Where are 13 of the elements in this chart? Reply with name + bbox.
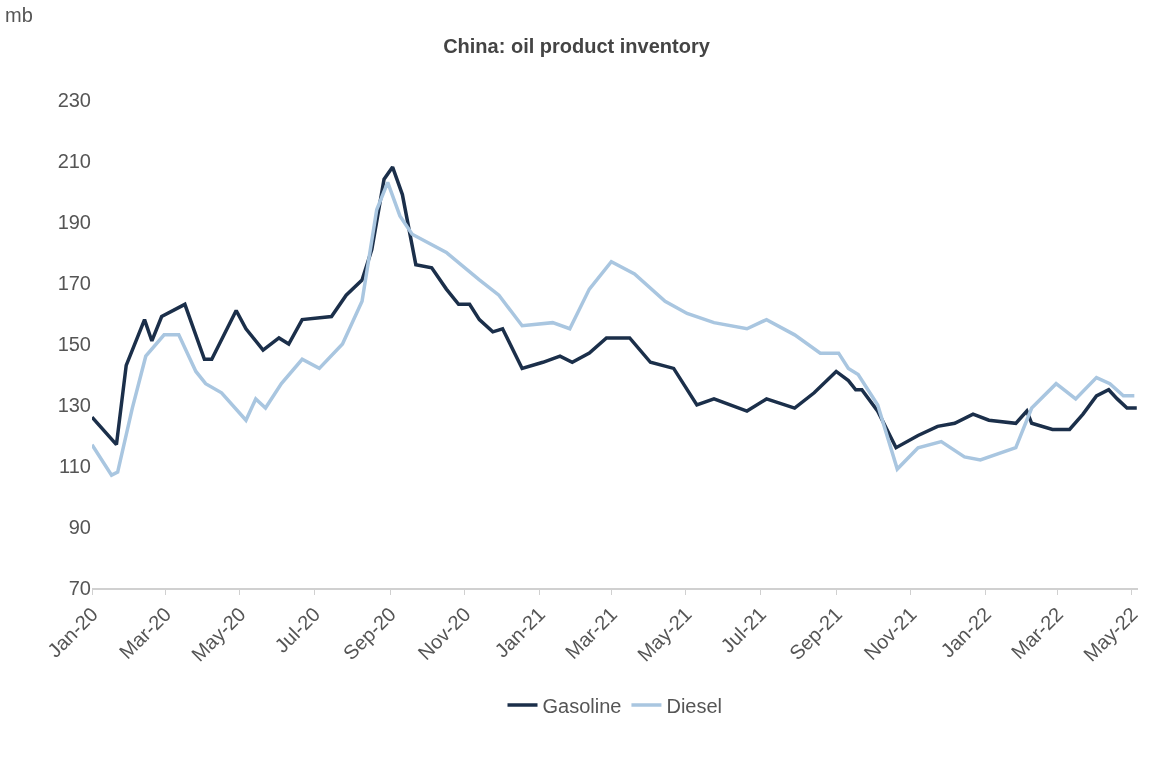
legend-label: Diesel — [666, 694, 723, 717]
y-tick-label: 110 — [59, 455, 91, 477]
y-tick-label: 190 — [57, 211, 91, 233]
y-tick-label: 230 — [57, 89, 91, 111]
y-tick-label: 90 — [68, 516, 91, 538]
y-axis-title: mb — [5, 4, 33, 26]
y-tick-label: 170 — [57, 272, 91, 294]
y-tick-label: 150 — [57, 333, 91, 355]
y-tick-label: 210 — [57, 150, 91, 172]
legend-label: Gasoline — [542, 694, 622, 717]
y-tick-label: 70 — [68, 577, 91, 599]
chart-title: China: oil product inventory — [443, 34, 711, 57]
y-tick-label: 130 — [57, 394, 91, 416]
